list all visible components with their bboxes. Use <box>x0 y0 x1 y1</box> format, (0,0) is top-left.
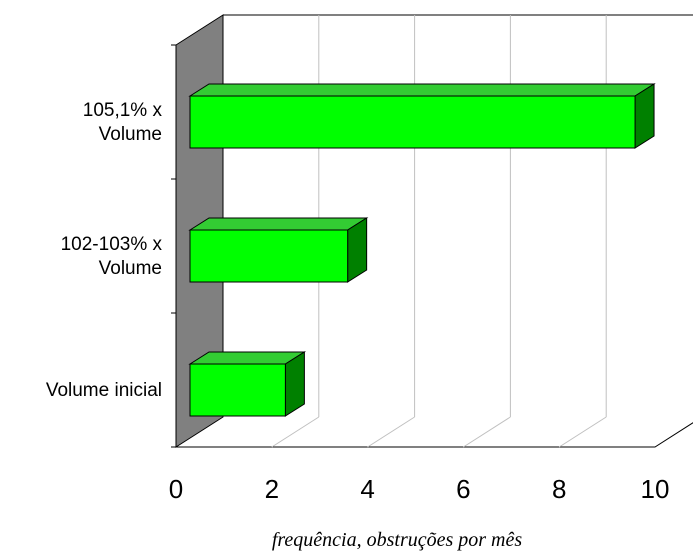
x-tick-label: 10 <box>641 474 670 504</box>
floor-outline <box>176 422 693 448</box>
x-tick-label: 2 <box>265 474 279 504</box>
category-label: 102-103% x Volume <box>61 234 163 279</box>
bar <box>188 217 369 283</box>
category-label: Volume inicial <box>46 380 162 401</box>
bar-front <box>189 363 286 417</box>
x-axis-title: frequência, obstruções por mês <box>272 529 523 551</box>
x-tick-label: 6 <box>456 474 470 504</box>
gridline-floor <box>463 416 511 448</box>
bar-top <box>188 351 307 365</box>
bars <box>188 83 656 417</box>
bar-top <box>188 83 656 97</box>
gridline-floor <box>271 416 320 448</box>
x-tick-label: 0 <box>169 474 183 504</box>
category-label: 105,1% x Volume <box>83 100 163 145</box>
bar-front <box>189 95 636 149</box>
bar <box>188 351 307 417</box>
gridline-floor <box>367 416 415 448</box>
category-labels: 105,1% x Volume 102-103% x Volume Volume ini… <box>46 100 163 401</box>
x-tick-label: 8 <box>552 474 566 504</box>
gridlines <box>271 15 607 448</box>
bar <box>188 83 656 149</box>
bar-top <box>188 217 369 231</box>
bar-front <box>189 229 349 283</box>
x-tick-labels: 0 2 4 6 8 10 <box>169 474 670 504</box>
back-wall-outline <box>223 14 693 16</box>
x-tick-label: 4 <box>360 474 374 504</box>
gridline-floor <box>558 416 607 448</box>
